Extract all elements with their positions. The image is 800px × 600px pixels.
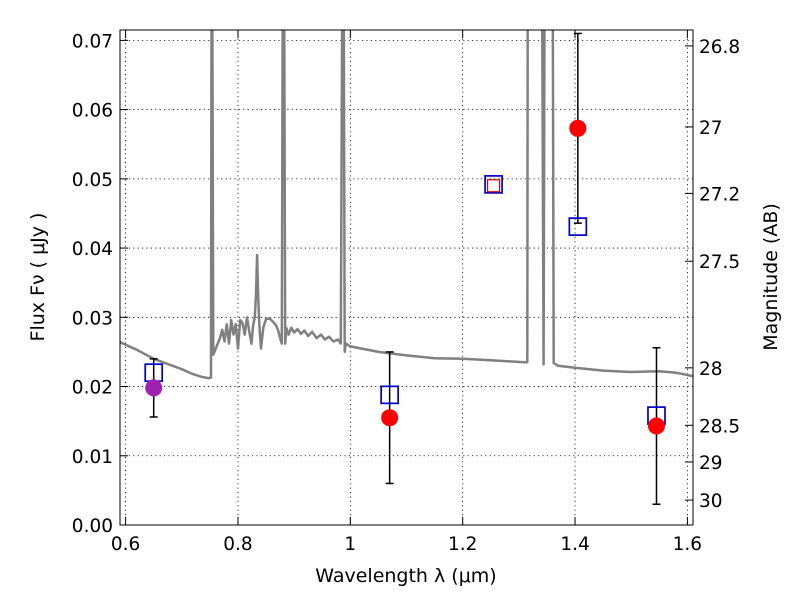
- x-tick-label: 1: [344, 534, 356, 555]
- y-tick-label: 0.07: [72, 31, 113, 52]
- grid-lines: [120, 30, 693, 525]
- observed-circle-marker: [145, 379, 163, 397]
- x-axis-title: Wavelength λ (μm): [315, 565, 496, 587]
- tick-marks: [120, 30, 693, 526]
- right-tick-label: 27: [699, 118, 723, 139]
- marker-layer: [144, 119, 666, 435]
- right-tick-label: 30: [699, 491, 723, 512]
- y-tick-label: 0.02: [72, 378, 113, 399]
- right-tick-label: 28.5: [699, 416, 740, 437]
- template-spectrum-layer: [120, 30, 693, 380]
- template-spectrum-line: [120, 30, 693, 380]
- model-square-marker: [484, 175, 503, 194]
- model-square-marker: [568, 217, 588, 236]
- right-tick-label: 28: [699, 359, 723, 380]
- right-tick-label: 27.2: [699, 184, 740, 205]
- right-axis-title: Magnitude (AB): [760, 203, 782, 351]
- x-tick-label: 1.4: [560, 534, 589, 555]
- observed-square-marker: [486, 179, 501, 193]
- x-tick-label: 1.6: [673, 534, 702, 555]
- model-square-marker: [380, 385, 399, 405]
- right-tick-label: 26.8: [699, 37, 740, 58]
- x-tick-label: 1.2: [448, 534, 477, 555]
- y-axis-title: Flux Fν ( μJy ): [27, 213, 49, 342]
- x-tick-label: 0.8: [223, 534, 252, 555]
- x-tick-label: 0.6: [111, 534, 140, 555]
- right-tick-label: 27.5: [699, 252, 740, 273]
- y-tick-label: 0.06: [72, 101, 113, 122]
- errorbar-layer: [149, 32, 661, 505]
- y-tick-label: 0.04: [72, 239, 113, 260]
- observed-circle-marker: [381, 409, 399, 427]
- tick-labels: 0.6 0.8 1 1.2 1.4 1.6 0.00 0.01 0.02 0.03 0.04 0.05…: [72, 31, 740, 555]
- y-tick-label: 0.05: [72, 170, 113, 191]
- observed-circle-marker: [647, 417, 665, 435]
- y-tick-label: 0.01: [72, 447, 113, 468]
- right-tick-label: 29: [699, 453, 723, 474]
- y-tick-label: 0.00: [72, 516, 113, 537]
- observed-circle-marker: [569, 119, 587, 137]
- y-tick-label: 0.03: [72, 308, 113, 329]
- plot-frame: [119, 29, 694, 526]
